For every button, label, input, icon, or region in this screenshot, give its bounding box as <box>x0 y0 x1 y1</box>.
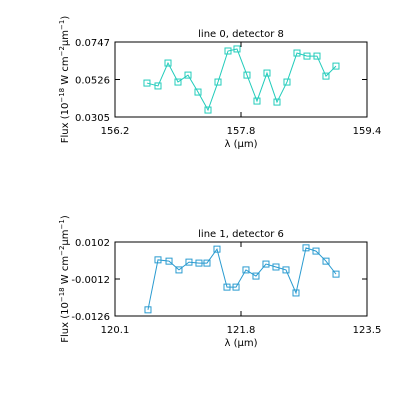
data-marker <box>223 283 231 291</box>
data-marker <box>263 69 271 77</box>
x-tick-label: 156.2 <box>101 126 130 137</box>
data-marker <box>293 49 301 57</box>
data-line <box>147 247 337 310</box>
data-marker <box>144 306 152 314</box>
y-tick-label: -0.0012 <box>71 275 110 286</box>
y-axis-label-part: Flux (10 <box>60 103 71 144</box>
y-axis-label-part: −1 <box>58 20 66 30</box>
data-marker <box>322 72 330 80</box>
x-tick-label: 121.8 <box>227 325 256 336</box>
y-axis-label: Flux (10−18 W cm−2µm−1) <box>58 16 71 144</box>
data-marker <box>253 97 261 105</box>
data-marker <box>252 272 260 280</box>
data-marker <box>332 270 340 278</box>
data-marker <box>243 71 251 79</box>
x-axis-label: λ (µm) <box>224 338 257 349</box>
y-axis-label: Flux (10−18 W cm−2µm−1) <box>58 215 71 343</box>
y-axis-label-part: W cm <box>60 256 71 287</box>
y-axis-label-part: −1 <box>58 219 66 229</box>
data-marker <box>174 78 182 86</box>
y-axis-label-part: W cm <box>60 56 71 87</box>
data-marker <box>214 78 222 86</box>
data-marker <box>312 247 320 255</box>
data-marker <box>303 52 311 60</box>
y-tick-label: 0.0102 <box>75 238 110 249</box>
x-tick-label: 123.5 <box>353 325 382 336</box>
y-tick-label: 0.0305 <box>75 113 110 124</box>
data-marker <box>224 47 232 55</box>
y-axis-label-part: −18 <box>58 88 66 103</box>
data-marker <box>175 266 183 274</box>
data-marker <box>282 266 290 274</box>
data-marker <box>332 62 340 70</box>
y-tick-label: 0.0747 <box>75 38 110 49</box>
data-marker <box>273 98 281 106</box>
data-marker <box>185 258 193 266</box>
data-marker <box>154 82 162 90</box>
data-marker <box>272 263 280 271</box>
data-marker <box>292 289 300 297</box>
y-axis-label-part: Flux (10 <box>60 302 71 343</box>
y-axis-label-part: −2 <box>58 46 66 56</box>
y-axis-label-part: µm <box>60 229 71 245</box>
data-marker <box>242 266 250 274</box>
data-marker <box>184 71 192 79</box>
y-tick-label: 0.0526 <box>75 76 110 87</box>
data-marker <box>164 59 172 67</box>
x-tick-label: 159.4 <box>353 126 382 137</box>
data-marker <box>283 78 291 86</box>
y-axis-label-part: −18 <box>58 287 66 302</box>
data-marker <box>232 283 240 291</box>
data-marker <box>195 259 203 267</box>
data-marker <box>165 257 173 265</box>
data-marker <box>233 45 241 53</box>
x-tick-label: 157.8 <box>227 126 256 137</box>
y-axis-label-part: ) <box>60 16 71 20</box>
y-axis-label-part: −2 <box>58 246 66 256</box>
x-axis-label: λ (µm) <box>224 139 257 150</box>
data-marker <box>203 259 211 267</box>
data-marker <box>262 260 270 268</box>
y-tick-label: -0.0126 <box>71 312 110 323</box>
y-axis-label-part: µm <box>60 30 71 46</box>
chart-title: line 0, detector 8 <box>198 29 284 40</box>
data-line <box>146 48 337 112</box>
y-axis-label-part: ) <box>60 215 71 219</box>
x-tick-label: 120.1 <box>101 325 130 336</box>
data-marker <box>204 106 212 114</box>
data-marker <box>313 52 321 60</box>
data-marker <box>213 245 221 253</box>
chart-title: line 1, detector 6 <box>198 229 284 240</box>
data-marker <box>322 257 330 265</box>
data-marker <box>143 79 151 87</box>
data-marker <box>302 244 310 252</box>
data-marker <box>154 256 162 264</box>
data-marker <box>194 88 202 96</box>
